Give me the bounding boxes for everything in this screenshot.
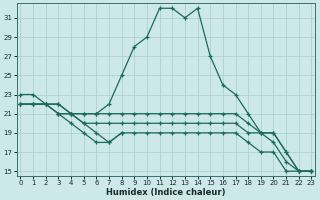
X-axis label: Humidex (Indice chaleur): Humidex (Indice chaleur) <box>106 188 226 197</box>
